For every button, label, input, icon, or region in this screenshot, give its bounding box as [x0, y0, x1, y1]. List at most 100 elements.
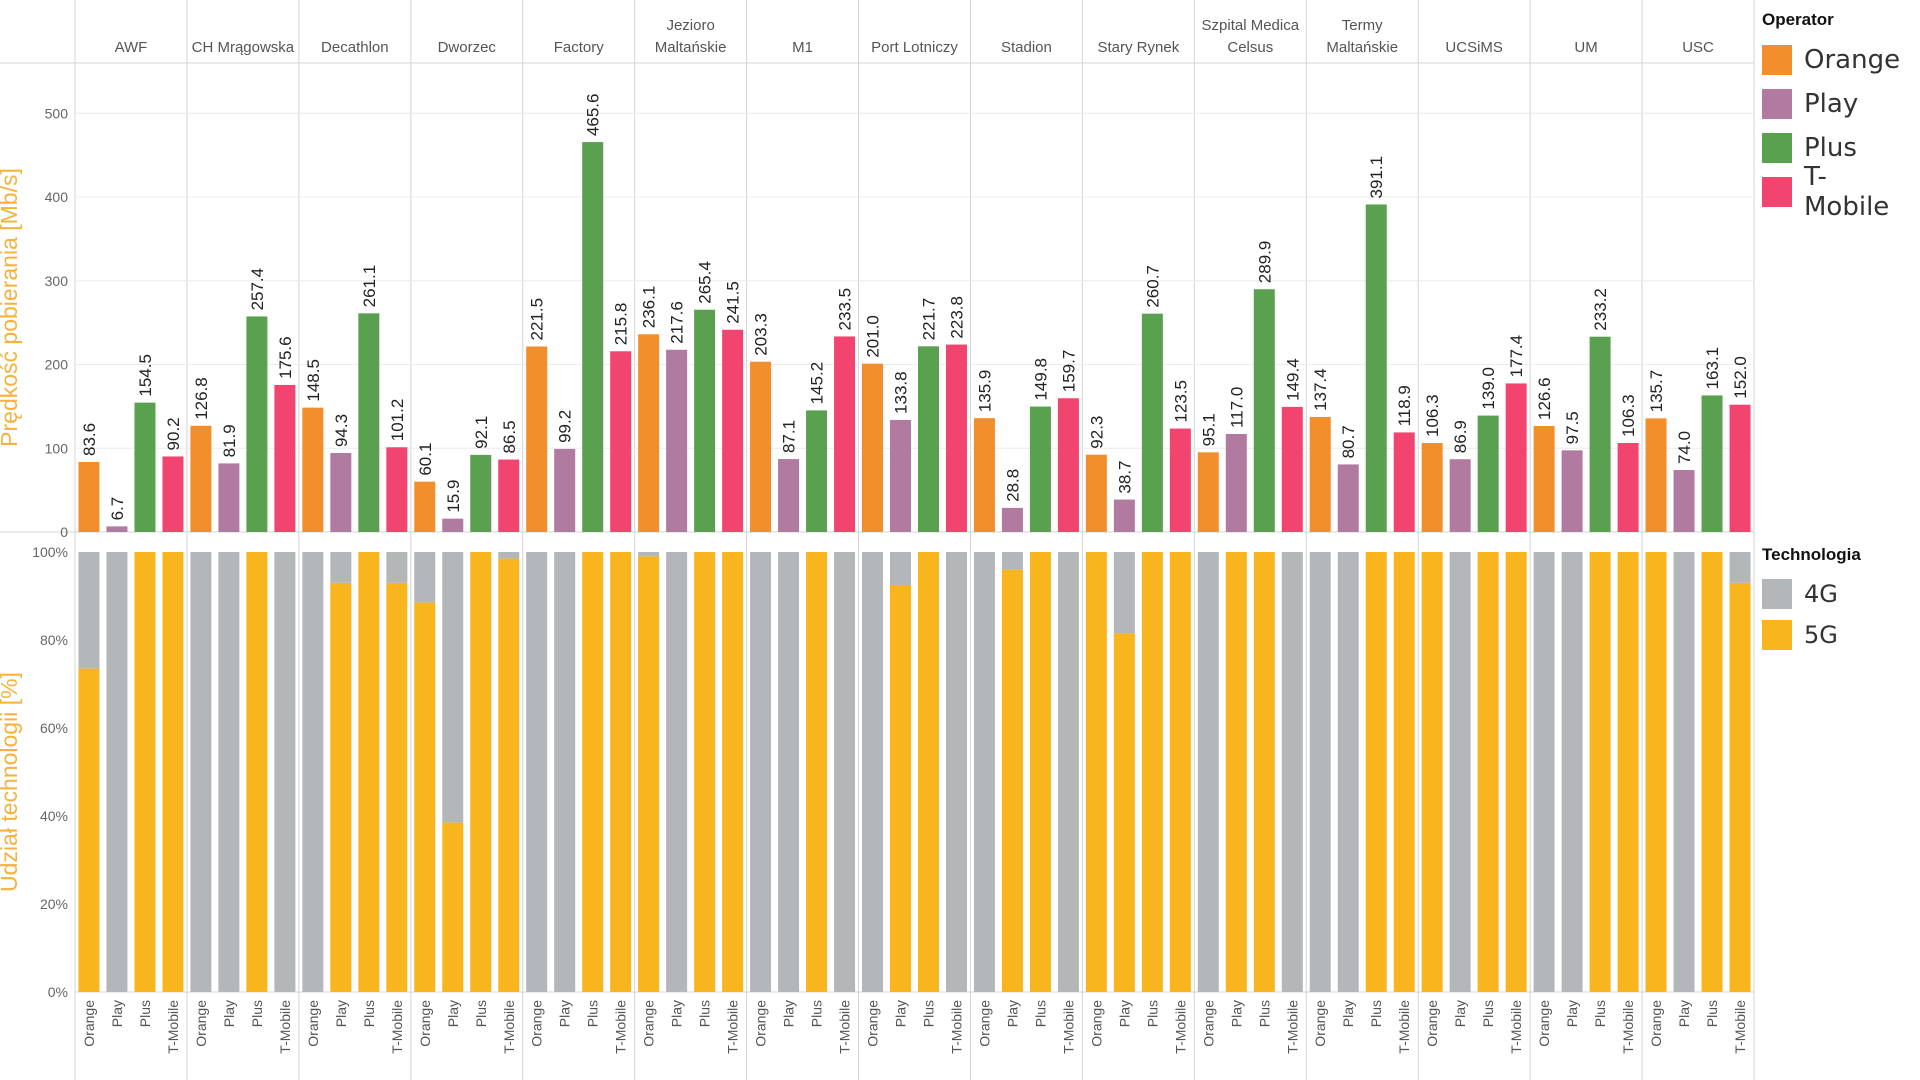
- speed-bar-dworzec-play: [442, 518, 464, 532]
- tech-bar-4g-stary-rynek-play: [1113, 552, 1135, 634]
- speed-bar-port-lotniczy-plus: [918, 346, 939, 532]
- tech-bar-4g-factory-play: [554, 552, 576, 992]
- tech-bar-4g-termy-maltanskie-play: [1337, 552, 1359, 992]
- speed-bar-m1-orange: [750, 361, 772, 532]
- speed-bar-ucsims-orange: [1421, 442, 1443, 532]
- x-tick-label-orange: Orange: [417, 1000, 433, 1047]
- speed-bar-termy-maltanskie-plus: [1365, 204, 1387, 533]
- tech-bar-5g-termy-maltanskie-t-mobile: [1393, 552, 1415, 992]
- category-header-m1: M1: [792, 39, 813, 56]
- legend-item-4g: 4G: [1762, 573, 1912, 614]
- tech-y-axis-title: Udział technologii [%]: [0, 672, 22, 892]
- speed-bar-um-orange: [1533, 425, 1555, 532]
- tech-bar-4g-termy-maltanskie-orange: [1309, 552, 1331, 992]
- tech-y-tick-label: 60%: [40, 720, 68, 736]
- legend-label-t-mobile: T-Mobile: [1804, 162, 1890, 222]
- tech-y-tick-label: 40%: [40, 808, 68, 824]
- speed-value-label-decathlon-orange: 148.5: [304, 359, 323, 402]
- tech-bar-5g-um-t-mobile: [1617, 552, 1639, 992]
- speed-value-label-szpital-medica-celsus-play: 117.0: [1227, 387, 1246, 428]
- category-header-usc: USC: [1682, 39, 1714, 56]
- x-tick-label-orange: Orange: [193, 1000, 209, 1047]
- speed-bar-awf-t-mobile: [162, 456, 184, 532]
- speed-value-label-dworzec-play: 15.9: [444, 480, 463, 513]
- category-header-ch-mragowska: CH Mrągowska: [192, 39, 295, 56]
- tech-bar-4g-stadion-orange: [973, 552, 995, 992]
- tech-bar-5g-jezioro-maltanskie-orange: [638, 556, 660, 992]
- legend-swatch-t-mobile: [1762, 177, 1792, 207]
- speed-value-label-dworzec-orange: 60.1: [416, 443, 435, 476]
- speed-value-label-factory-play: 99.2: [556, 410, 575, 443]
- speed-bar-jezioro-maltanskie-plus: [694, 309, 716, 532]
- tech-bar-4g-szpital-medica-celsus-t-mobile: [1281, 552, 1303, 992]
- tech-bar-5g-szpital-medica-celsus-plus: [1253, 552, 1275, 992]
- legend-label-4g: 4G: [1804, 579, 1838, 608]
- speed-y-tick-label: 300: [45, 273, 69, 289]
- x-tick-label-plus: Plus: [1032, 1000, 1048, 1027]
- speed-value-label-dworzec-plus: 92.1: [472, 416, 491, 449]
- speed-bar-ch-mragowska-t-mobile: [274, 384, 296, 532]
- speed-bar-ucsims-t-mobile: [1505, 383, 1527, 532]
- speed-y-tick-label: 0: [60, 524, 68, 540]
- x-tick-label-t-mobile: T-Mobile: [725, 1000, 741, 1054]
- legend-swatch-4g: [1762, 578, 1792, 609]
- tech-bar-5g-termy-maltanskie-plus: [1365, 552, 1387, 992]
- speed-bar-ucsims-play: [1449, 459, 1471, 532]
- x-tick-label-orange: Orange: [1200, 1000, 1216, 1047]
- speed-value-label-usc-play: 74.0: [1675, 431, 1694, 464]
- speed-value-label-stadion-t-mobile: 159.7: [1059, 350, 1078, 393]
- x-tick-label-plus: Plus: [137, 1000, 153, 1027]
- x-tick-label-t-mobile: T-Mobile: [1620, 1000, 1636, 1054]
- speed-value-label-szpital-medica-celsus-t-mobile: 149.4: [1283, 358, 1302, 401]
- x-tick-label-play: Play: [1564, 1000, 1580, 1027]
- speed-bar-factory-t-mobile: [610, 351, 632, 532]
- legend-item-plus: Plus: [1762, 126, 1912, 170]
- tech-bar-4g-m1-orange: [750, 552, 772, 992]
- speed-value-label-ucsims-t-mobile: 177.4: [1507, 335, 1526, 378]
- tech-bar-5g-port-lotniczy-play: [890, 585, 911, 992]
- category-header-ucsims: UCSiMS: [1445, 39, 1503, 56]
- tech-bar-4g-szpital-medica-celsus-orange: [1197, 552, 1219, 992]
- category-header-um: UM: [1574, 39, 1597, 56]
- speed-value-label-port-lotniczy-orange: 201.0: [864, 315, 883, 358]
- speed-bar-stary-rynek-plus: [1141, 313, 1163, 532]
- tech-bar-4g-factory-orange: [526, 552, 548, 992]
- x-tick-label-orange: Orange: [1536, 1000, 1552, 1047]
- x-tick-label-play: Play: [1228, 1000, 1244, 1027]
- tech-bar-4g-usc-t-mobile: [1729, 552, 1751, 583]
- speed-bar-ch-mragowska-play: [218, 463, 240, 532]
- tech-bar-4g-um-orange: [1533, 552, 1555, 992]
- tech-bar-5g-factory-plus: [582, 552, 604, 992]
- x-tick-label-play: Play: [445, 1000, 461, 1027]
- category-header-factory: Factory: [554, 39, 605, 56]
- category-header-awf: AWF: [115, 39, 148, 56]
- speed-bar-port-lotniczy-t-mobile: [946, 344, 967, 532]
- tech-bar-5g-ucsims-plus: [1477, 552, 1499, 992]
- speed-bar-usc-plus: [1701, 395, 1723, 532]
- tech-bar-5g-usc-t-mobile: [1729, 582, 1751, 992]
- category-header-termy-maltanskie: Termy: [1342, 17, 1383, 34]
- speed-value-label-um-plus: 233.2: [1591, 288, 1610, 331]
- speed-value-label-awf-orange: 83.6: [80, 423, 99, 456]
- tech-bar-5g-dworzec-play: [442, 822, 464, 992]
- legend-label-orange: Orange: [1804, 45, 1901, 75]
- speed-bar-port-lotniczy-play: [890, 419, 911, 532]
- speed-bar-termy-maltanskie-play: [1337, 464, 1359, 532]
- x-tick-label-play: Play: [557, 1000, 573, 1027]
- speed-value-label-usc-t-mobile: 152.0: [1731, 356, 1750, 399]
- tech-bar-5g-jezioro-maltanskie-t-mobile: [722, 552, 744, 992]
- speed-bar-ch-mragowska-plus: [246, 316, 268, 532]
- speed-bar-port-lotniczy-orange: [862, 363, 883, 532]
- x-tick-label-plus: Plus: [1144, 1000, 1160, 1027]
- tech-bar-5g-dworzec-orange: [414, 602, 436, 992]
- operator-legend-title: Operator: [1762, 10, 1834, 29]
- speed-bar-szpital-medica-celsus-plus: [1253, 289, 1275, 532]
- tech-bar-5g-ucsims-t-mobile: [1505, 552, 1527, 992]
- speed-value-label-factory-orange: 221.5: [528, 298, 547, 341]
- category-header-dworzec: Dworzec: [438, 39, 497, 56]
- speed-value-label-um-orange: 126.6: [1535, 377, 1554, 420]
- speed-value-label-awf-plus: 154.5: [136, 354, 155, 397]
- tech-bar-4g-jezioro-maltanskie-orange: [638, 552, 660, 557]
- tech-bar-5g-m1-plus: [806, 552, 828, 992]
- tech-bar-4g-ch-mragowska-play: [218, 552, 240, 992]
